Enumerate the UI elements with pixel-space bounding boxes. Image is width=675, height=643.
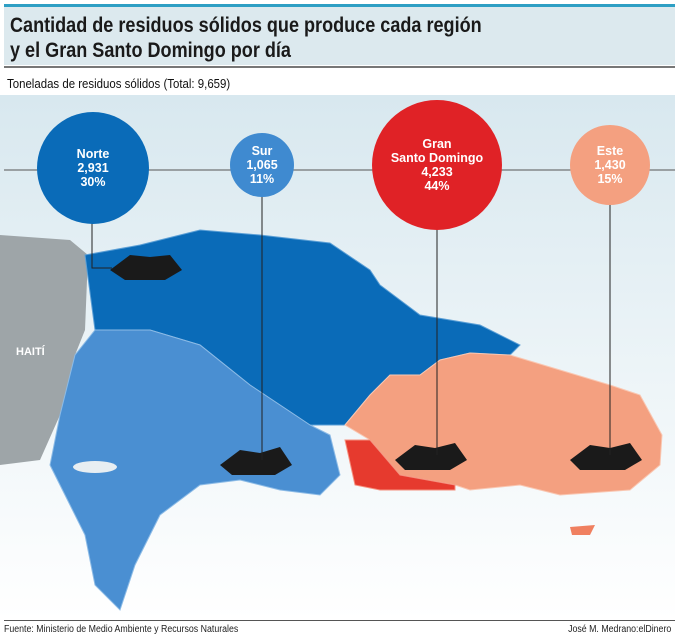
bubble-sur: Sur 1,065 11% <box>230 133 294 197</box>
region-sur <box>49 329 341 611</box>
region-value: 1,430 <box>594 158 626 172</box>
bubble-este: Este 1,430 15% <box>570 125 650 205</box>
landfill-icons <box>110 255 642 475</box>
region-value: 1,065 <box>246 158 278 172</box>
region-name: Norte <box>76 147 110 161</box>
page-title: Cantidad de residuos sólidos que produce… <box>10 14 482 62</box>
region-name: Sur <box>251 144 273 158</box>
region-percent: 11% <box>249 172 275 186</box>
leader-lines <box>91 195 611 460</box>
footer-divider <box>4 620 675 621</box>
island-saona <box>570 525 595 535</box>
region-name: Gran Santo Domingo <box>390 137 484 165</box>
bubble-gran-santo-domingo: Gran Santo Domingo 4,233 44% <box>372 100 502 230</box>
title-band: Cantidad de residuos sólidos que produce… <box>4 4 675 65</box>
bubble-norte: Norte 2,931 30% <box>37 112 149 224</box>
landfill-icon <box>110 255 182 280</box>
source-note: Fuente: Ministerio de Medio Ambiente y R… <box>4 624 239 635</box>
landfill-icon <box>570 443 642 470</box>
subtitle: Toneladas de residuos sólidos (Total: 9,… <box>7 76 231 91</box>
landfill-icon <box>395 443 467 470</box>
region-percent: 30% <box>80 175 106 189</box>
haiti-shape <box>0 235 88 465</box>
lake-enriquillo <box>73 461 117 473</box>
region-gran-santo-domingo <box>344 439 456 491</box>
region-value: 4,233 <box>421 165 453 179</box>
divider <box>4 66 675 68</box>
landfill-icon <box>220 447 292 475</box>
region-percent: 15% <box>597 172 623 186</box>
region-value: 2,931 <box>77 161 109 175</box>
map <box>0 95 675 620</box>
region-name: Este <box>596 144 624 158</box>
credit: José M. Medrano:elDinero <box>567 624 671 635</box>
label-haiti: HAITÍ <box>16 346 45 358</box>
region-percent: 44% <box>424 179 450 193</box>
